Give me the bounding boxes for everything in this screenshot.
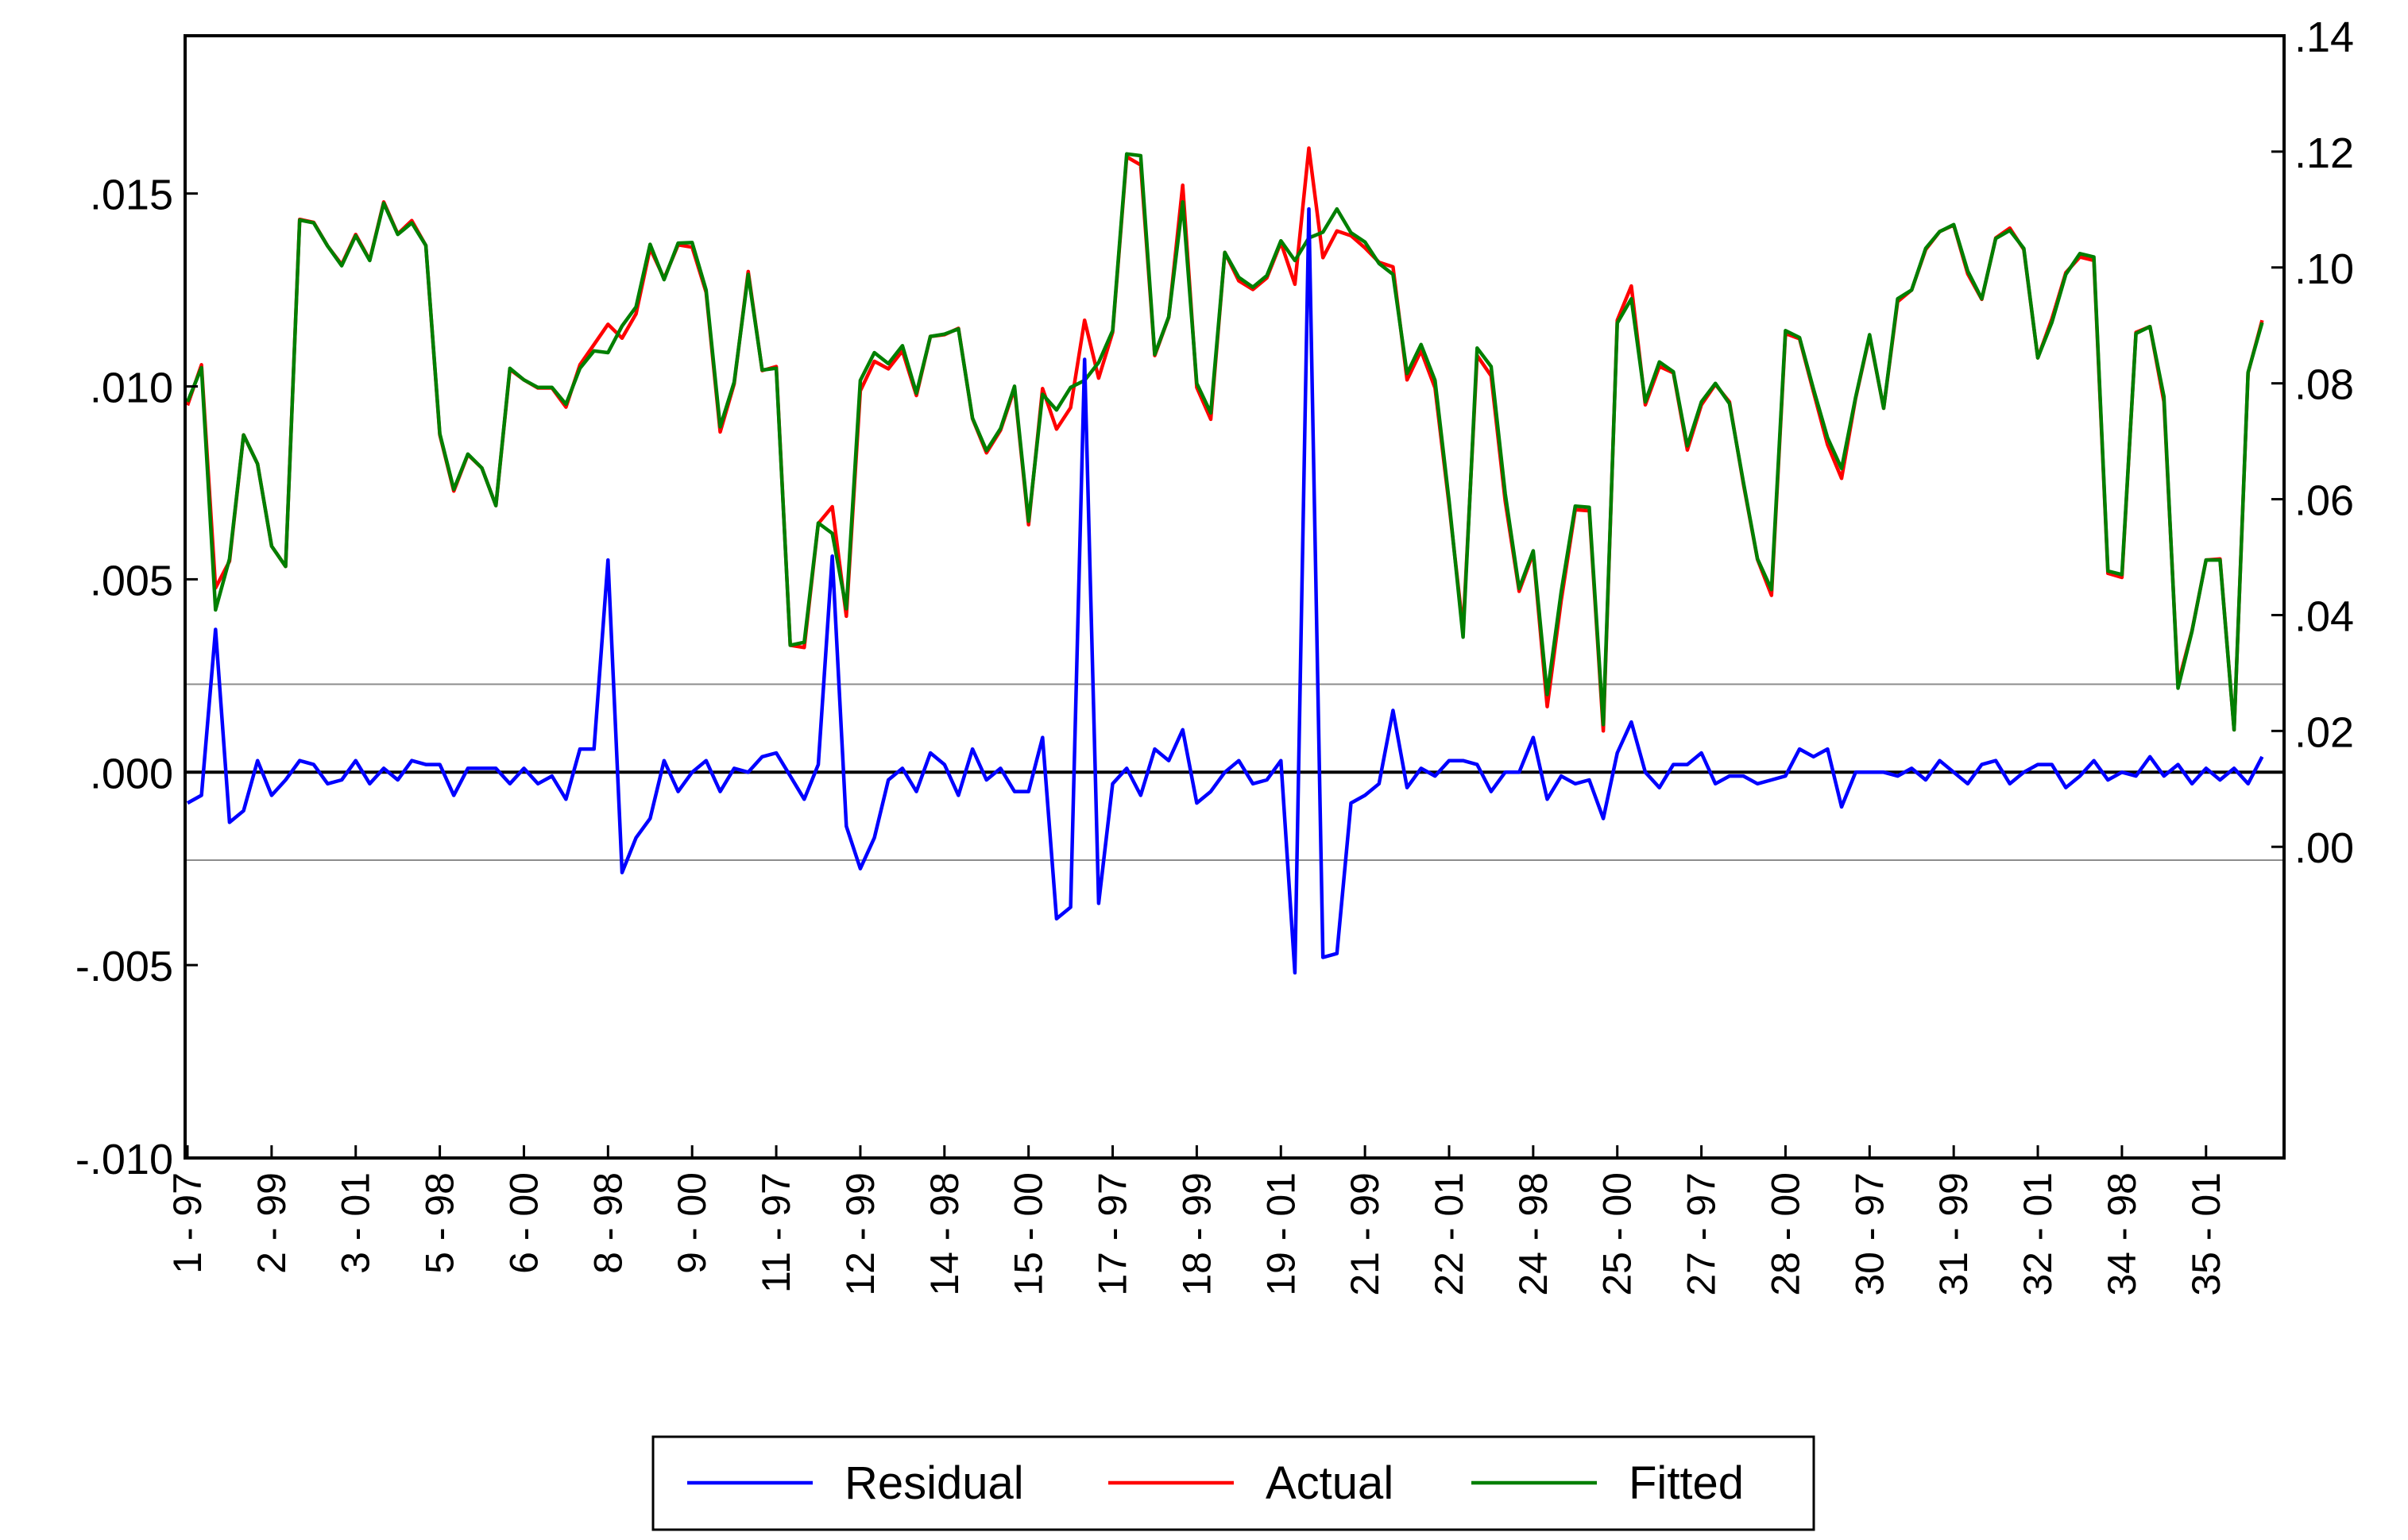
fitted-series-line	[185, 152, 2264, 732]
legend-label-actual: Actual	[1266, 1457, 1393, 1509]
right-axis-tick-label: .12	[2294, 129, 2354, 177]
legend-label-residual: Residual	[845, 1457, 1024, 1509]
residual-series-line	[186, 206, 2264, 975]
x-axis-tick-label: 30 - 97	[1847, 1172, 1892, 1296]
x-axis-tick-label: 11 - 97	[754, 1172, 798, 1293]
x-axis-tick-label: 22 - 01	[1427, 1172, 1471, 1296]
x-axis-tick-label: 17 - 97	[1091, 1172, 1135, 1296]
x-axis-tick-label: 18 - 99	[1174, 1172, 1219, 1296]
right-axis-tick-label: .00	[2294, 824, 2354, 872]
x-axis-tick-label: 24 - 98	[1511, 1172, 1556, 1296]
x-axis-tick-label: 21 - 99	[1343, 1172, 1387, 1296]
left-axis-tick-label: .005	[90, 557, 173, 604]
x-axis-tick-label: 8 - 98	[586, 1172, 630, 1274]
x-axis-tick-label: 25 - 00	[1595, 1172, 1640, 1296]
x-axis-tick-label: 34 - 98	[2100, 1172, 2144, 1296]
x-axis-tick-label: 35 - 01	[2184, 1172, 2228, 1296]
x-axis-tick-label: 32 - 01	[2016, 1172, 2060, 1296]
x-axis-tick-label: 12 - 99	[838, 1172, 883, 1296]
right-axis-tick-label: .08	[2294, 361, 2354, 409]
x-axis-tick-label: 9 - 00	[670, 1172, 714, 1274]
x-axis-tick-label: 1 - 97	[165, 1172, 210, 1274]
right-axis-tick-label: .10	[2294, 245, 2354, 293]
x-axis-tick-label: 3 - 01	[334, 1172, 378, 1274]
left-axis-tick-label: .000	[90, 750, 173, 797]
x-axis-tick-label: 28 - 00	[1763, 1172, 1807, 1296]
left-axis-tick-label: -.010	[75, 1136, 173, 1183]
series-lines	[185, 146, 2284, 975]
left-axis-tick-label: .010	[90, 365, 173, 412]
x-axis-tick-label: 2 - 99	[249, 1172, 294, 1274]
x-axis-tick-label: 6 - 00	[501, 1172, 546, 1274]
x-axis: 1 - 97 2 - 99 3 - 01 5 - 98 6 - 00 8 - 98 9 - …	[165, 1145, 2228, 1296]
x-axis-tick-label: 5 - 98	[418, 1172, 462, 1274]
right-axis: .14 .12 .10 .08 .06 .04 .02 .00	[2271, 14, 2354, 872]
right-axis-tick-label: .02	[2294, 708, 2354, 756]
plot-frame	[184, 34, 2286, 1160]
left-axis-tick-label: -.005	[75, 943, 173, 990]
x-axis-tick-label: 15 - 00	[1007, 1172, 1051, 1296]
legend: Residual Actual Fitted	[651, 1435, 1815, 1531]
right-axis-tick-label: .04	[2294, 592, 2354, 640]
left-axis: .015 .010 .005 .000 -.005 -.010	[75, 172, 198, 1183]
right-axis-tick-label: .14	[2294, 14, 2354, 61]
x-axis-tick-label: 31 - 99	[1931, 1172, 1976, 1296]
x-axis-tick-label: 19 - 01	[1258, 1172, 1303, 1296]
left-axis-tick-label: .015	[90, 172, 173, 219]
x-axis-tick-label: 27 - 97	[1679, 1172, 1724, 1296]
x-axis-tick-label: 14 - 98	[922, 1172, 967, 1296]
right-axis-tick-label: .06	[2294, 477, 2354, 525]
legend-label-fitted: Fitted	[1629, 1457, 1744, 1509]
